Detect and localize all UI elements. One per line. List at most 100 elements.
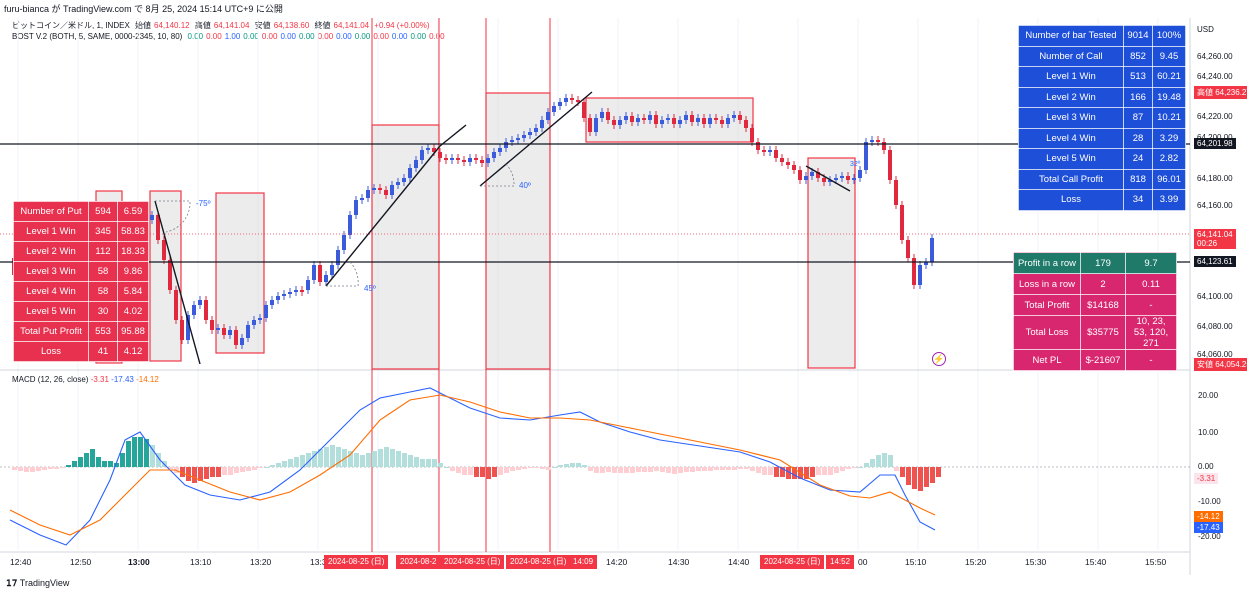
indicator-values: 0.00 0.00 1.00 0.00 0.00 0.00 0.00 0.00 0.00 0.00…	[188, 32, 448, 41]
macd-hist-bar	[828, 467, 833, 475]
macd-tick: 10.00	[1198, 428, 1219, 437]
macd-hist-bar	[822, 467, 827, 475]
macd-hist-bar	[780, 467, 785, 477]
macd-hist-bar	[348, 451, 353, 467]
macd-hist-bar	[30, 467, 35, 472]
table-cell: Level 4 Win	[1018, 127, 1124, 149]
candle-body	[156, 215, 160, 240]
candle-body	[192, 305, 196, 315]
candle-body	[486, 158, 490, 163]
indicator-name[interactable]: BOST V.2 (BOTH, 5, SAME, 0000-2345, 10, …	[12, 32, 183, 41]
candle-body	[762, 150, 766, 152]
macd-tick: -10.00	[1198, 497, 1221, 506]
date-badge: 2024-08-25 (日)	[506, 555, 571, 569]
candle-body	[792, 165, 796, 170]
candle-body	[588, 118, 592, 132]
time-tick: 15:50	[1145, 557, 1167, 567]
macd-hist-bar	[816, 467, 821, 475]
table-row: Number of Put 594 6.59	[13, 201, 149, 222]
trend-lines	[0, 91, 1190, 365]
macd-hist-bar	[246, 467, 251, 471]
macd-hist-bar	[378, 449, 383, 467]
table-row: Level 3 Win 58 9.86	[13, 261, 149, 282]
macd-hist-bar	[228, 467, 233, 475]
angle-arc	[480, 163, 515, 187]
candle-body	[582, 102, 586, 118]
candle-body	[348, 215, 352, 235]
candle-body	[804, 176, 808, 180]
macd-hist-bar	[546, 467, 551, 470]
macd-hist-bar	[612, 467, 617, 473]
candle-body	[708, 118, 712, 124]
chart-canvas[interactable]	[0, 18, 1247, 595]
table-cell: 345	[88, 221, 118, 242]
angle-arc	[326, 261, 359, 287]
macd-hist-bar	[102, 461, 107, 467]
macd-hist-bar	[270, 465, 275, 467]
candle-body	[372, 188, 376, 190]
candle-body	[576, 100, 580, 102]
candle-body	[402, 178, 406, 182]
macd-title[interactable]: MACD (12, 26, close)	[12, 375, 89, 384]
signal-box	[807, 157, 856, 369]
open-value: 64,140.12	[154, 21, 190, 30]
table-cell: 2	[1080, 273, 1126, 295]
macd-hist-bar	[744, 467, 749, 469]
trend-line	[154, 200, 201, 365]
candle-body	[216, 328, 220, 330]
macd-tick: 0.00	[1198, 462, 1214, 471]
macd-hist-bar	[258, 467, 263, 468]
macd-hist-bar	[552, 467, 557, 468]
time-tick: 15:40	[1085, 557, 1107, 567]
symbol-title[interactable]: ビットコイン／米ドル, 1, INDEX	[12, 21, 130, 30]
time-tick: 12:50	[70, 557, 92, 567]
table-cell: Number of bar Tested	[1018, 25, 1124, 47]
macd-hist-bar	[276, 463, 281, 467]
currency-label[interactable]: USD	[1197, 25, 1214, 34]
macd-hist-bar	[222, 467, 227, 475]
candle-body	[456, 158, 460, 160]
macd-line-value: -17.43	[111, 375, 134, 384]
table-cell: 166	[1123, 86, 1153, 108]
hline-lower-price-badge: 64,123.61	[1194, 256, 1236, 267]
candle-body	[666, 118, 670, 120]
macd-hist-bar	[810, 467, 815, 477]
candle-body	[912, 258, 916, 285]
lightning-icon[interactable]: ⚡	[932, 352, 946, 366]
candle-body	[318, 265, 322, 282]
tradingview-logo-icon: 𝟣𝟩	[6, 578, 18, 588]
macd-hist-bar	[696, 467, 701, 471]
candle-body	[420, 150, 424, 160]
candle-body	[558, 102, 562, 106]
candle-body	[306, 280, 310, 290]
table-cell: 9.45	[1152, 45, 1186, 67]
candle-body	[564, 98, 568, 102]
indicator-value: 0.00	[336, 32, 352, 41]
tradingview-logo[interactable]: 𝟣𝟩 TradingView	[6, 578, 69, 589]
table-cell: 10.21	[1152, 107, 1186, 129]
macd-hist-bar	[528, 467, 533, 468]
candle-body	[750, 128, 754, 142]
time-tick: 15:20	[965, 557, 987, 567]
macd-signal-value: -14.12	[136, 375, 159, 384]
macd-legend: MACD (12, 26, close) -3.31 -17.43 -14.12	[12, 375, 159, 384]
candle-body	[672, 118, 676, 124]
table-cell: 19.48	[1152, 86, 1186, 108]
table-cell: Total Profit	[1013, 294, 1081, 316]
table-row: Level 4 Win 58 5.84	[13, 281, 149, 302]
macd-hist-bar	[66, 465, 71, 467]
macd-hist-bar	[690, 467, 695, 472]
indicator-value: 0.00	[429, 32, 445, 41]
candle-body	[726, 118, 730, 124]
macd-hist-bar	[882, 453, 887, 467]
date-badge: 2024-08-2	[396, 555, 441, 569]
trend-line	[805, 165, 851, 192]
candle-body	[594, 118, 598, 132]
table-cell: Total Put Profit	[13, 321, 89, 342]
macd-hist-bar	[36, 467, 41, 471]
macd-hist-bar	[756, 467, 761, 473]
date-badge: 14:52	[826, 555, 855, 569]
price-tick: 64,160.00	[1197, 201, 1233, 210]
macd-hist-bar	[618, 467, 623, 473]
price-tick: 64,180.00	[1197, 174, 1233, 183]
